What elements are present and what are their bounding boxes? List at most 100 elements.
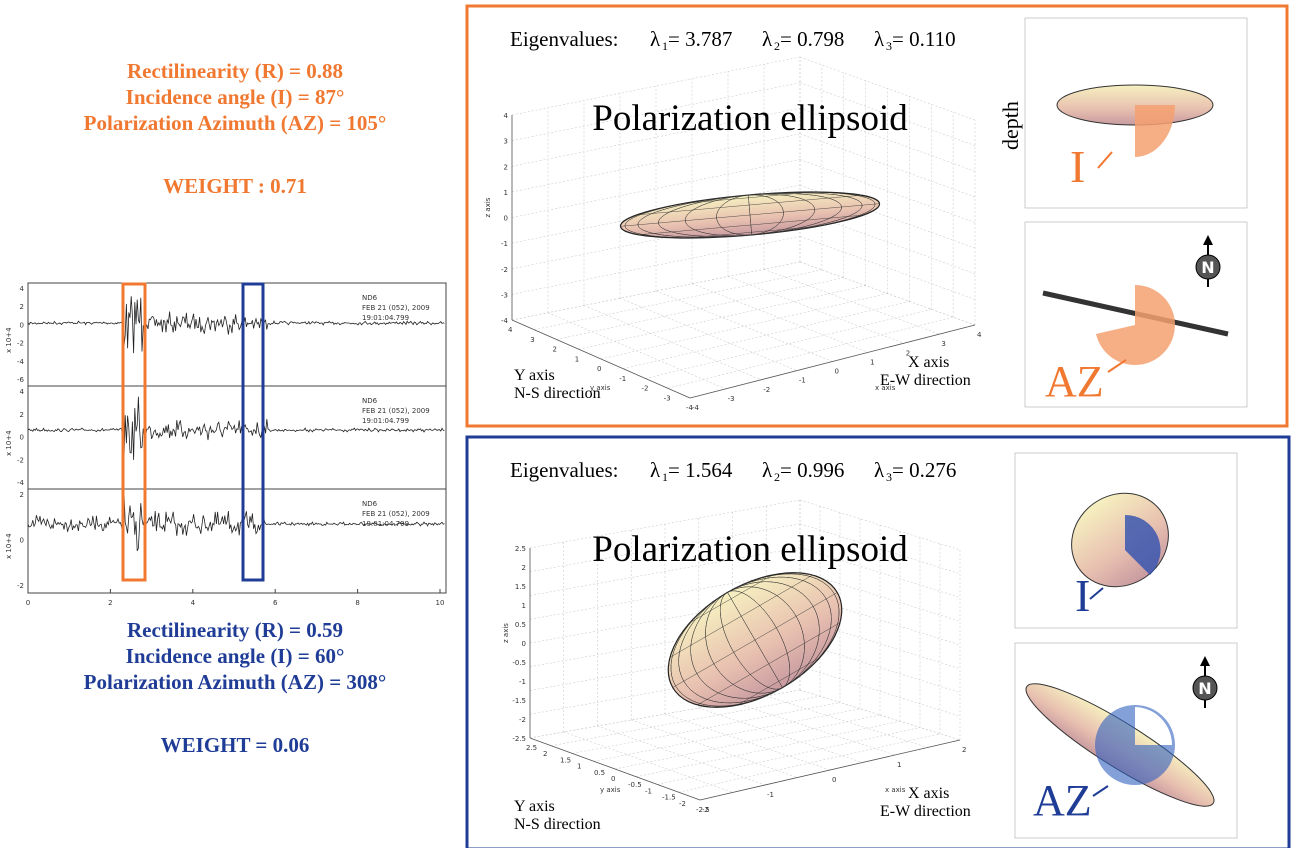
grid-line <box>511 56 801 116</box>
parallel <box>636 195 862 216</box>
stat-line: Polarization Azimuth (AZ) = 308° <box>84 670 387 694</box>
x-tick-label: 3 <box>941 340 945 348</box>
y-tick-label: 0 <box>20 434 24 442</box>
y-tick-label: -2 <box>17 582 24 590</box>
y-tick-label: 1.5 <box>560 756 571 764</box>
waveform <box>27 396 445 460</box>
grid-line <box>511 133 801 193</box>
z-tick-label: 2.5 <box>515 545 526 553</box>
eigen-value: = 1.564 <box>668 458 733 482</box>
eigen-symbol: λ <box>762 458 773 482</box>
z-tick-label: 2 <box>504 163 508 171</box>
date: FEB 21 (052), 2009 <box>362 407 430 415</box>
y-tick-label: 2 <box>20 303 24 311</box>
x-tick-label: 8 <box>355 599 359 607</box>
y-tick-label: 0 <box>20 537 24 545</box>
eigen-symbol: λ <box>762 27 773 51</box>
y-tick-label: -2 <box>17 340 24 348</box>
date: FEB 21 (052), 2009 <box>362 304 430 312</box>
y-tick-label: -2 <box>17 456 24 464</box>
incidence-arrow <box>1097 151 1113 169</box>
unit-label: x 10+4 <box>5 430 13 456</box>
y-tick-label: 0.5 <box>594 769 605 777</box>
inset-ellipsoid <box>1071 492 1169 588</box>
grid-line <box>511 261 801 321</box>
grid-line <box>551 695 821 747</box>
z-tick-label: 2 <box>522 564 526 572</box>
x-tick-label: -3 <box>728 395 735 403</box>
x-axis-dir: E-W direction <box>880 372 971 389</box>
x-tick-label: 2 <box>906 349 910 357</box>
z-tick-label: 0.5 <box>515 621 526 629</box>
seismogram-frame <box>27 282 447 594</box>
azimuth-arrow <box>1107 359 1127 373</box>
eigen-value: = 3.787 <box>668 27 732 51</box>
z-tick-label: -0.5 <box>512 659 526 667</box>
parallel <box>620 203 880 227</box>
stat-line: Rectilinearity (R) = 0.59 <box>127 618 343 642</box>
grid-line <box>667 316 954 389</box>
station: ND6 <box>362 294 378 302</box>
y-tick-label: -6 <box>17 376 25 384</box>
y-tick-label: -2.5 <box>696 806 710 814</box>
x-axis-small: x axis <box>885 786 906 794</box>
top-frame <box>465 4 1289 428</box>
x-tick-label: -4 <box>692 404 700 412</box>
grid-line <box>529 499 801 549</box>
inset-frame <box>1014 452 1238 629</box>
azimuth-label: AZ <box>1045 357 1104 406</box>
eigen-label: Eigenvalues: <box>510 27 618 51</box>
x-tick-label: -1 <box>767 791 774 799</box>
p-window <box>121 282 147 582</box>
y-tick-label: 4 <box>20 388 25 396</box>
eigen-value: = 0.798 <box>780 27 844 51</box>
y-tick-label: 0 <box>611 775 615 783</box>
time: 19:01:04.799 <box>362 520 409 528</box>
parallel <box>638 214 864 235</box>
x-tick-label: -1 <box>799 377 806 385</box>
north-arrow-head <box>1200 656 1210 666</box>
y-tick-label: -1 <box>645 787 652 795</box>
y-tick-label: 0 <box>597 365 601 373</box>
eigen-value: = 0.110 <box>892 27 956 51</box>
inset-frame <box>1014 642 1238 839</box>
parallel <box>683 191 814 204</box>
grid-line <box>529 547 801 596</box>
y-axis-dir: N-S direction <box>514 816 601 833</box>
ellipsoid-title: Polarization ellipsoid <box>592 98 908 139</box>
stat-line: Incidence angle (I) = 87° <box>126 85 345 109</box>
y-tick-label: -0.5 <box>628 781 642 789</box>
z-tick-label: 0 <box>504 215 508 223</box>
x-tick-label: 0 <box>832 776 836 784</box>
eigen-index: 1 <box>662 470 668 484</box>
y-tick-label: 0 <box>20 321 24 329</box>
depth-label: depth <box>998 101 1023 150</box>
y-axis-title: Y axis <box>514 798 555 815</box>
grid-line <box>636 720 901 778</box>
eigen-index: 3 <box>886 39 892 53</box>
z-tick-label: 1 <box>522 602 526 610</box>
grid-line <box>657 727 921 785</box>
stat-line: Incidence angle (I) = 60° <box>126 644 345 668</box>
axis-line <box>511 319 691 399</box>
station: ND6 <box>362 397 378 405</box>
axis-line <box>689 324 976 399</box>
incidence-arrow <box>1089 587 1104 600</box>
y-tick-label: 1 <box>575 355 579 363</box>
parallel <box>669 574 813 658</box>
eigen-index: 3 <box>886 470 892 484</box>
eigen-value: = 0.276 <box>892 458 956 482</box>
y-tick-label: -3 <box>664 394 671 402</box>
ellipsoid <box>619 191 881 239</box>
grid-line <box>529 523 801 573</box>
grid-line <box>511 82 801 141</box>
grid-line <box>678 733 941 793</box>
grid-line <box>511 107 801 167</box>
eigen-index: 2 <box>774 39 780 53</box>
x-axis-small: x axis <box>875 384 896 392</box>
grid-line <box>511 159 801 218</box>
x-tick-label: -2 <box>702 806 709 814</box>
x-axis-title: X axis <box>908 785 949 802</box>
inset-frame <box>1024 17 1248 209</box>
